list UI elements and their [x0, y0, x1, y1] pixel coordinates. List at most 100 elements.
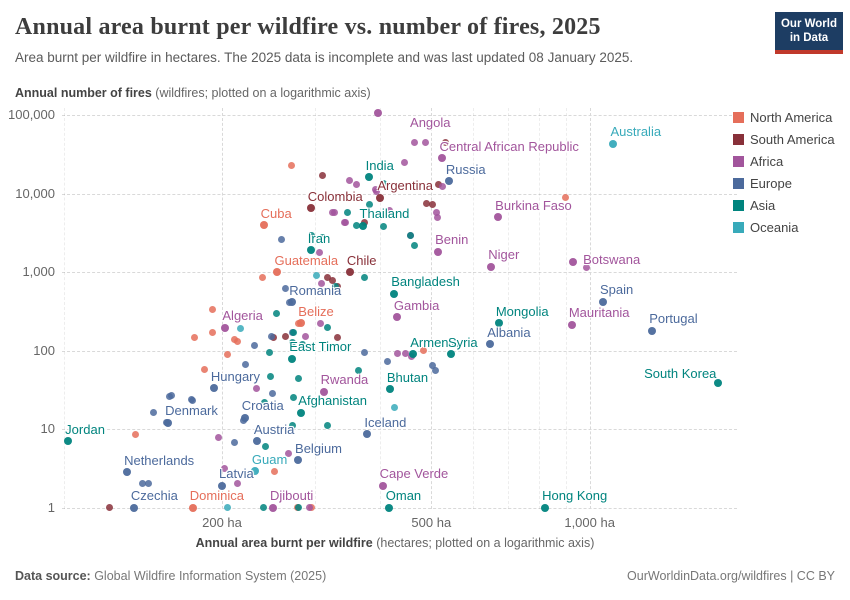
- point-algeria[interactable]: [221, 323, 230, 332]
- scatter-point[interactable]: [273, 309, 281, 317]
- scatter-point[interactable]: [393, 349, 401, 357]
- scatter-point[interactable]: [266, 373, 274, 381]
- scatter-point[interactable]: [132, 431, 140, 439]
- scatter-point[interactable]: [315, 249, 323, 257]
- scatter-point[interactable]: [360, 273, 368, 281]
- point-denmark[interactable]: [164, 418, 173, 427]
- scatter-point[interactable]: [345, 176, 353, 184]
- point-netherlands[interactable]: [123, 468, 132, 477]
- point-oman[interactable]: [384, 503, 393, 512]
- scatter-point[interactable]: [269, 390, 277, 398]
- scatter-point[interactable]: [299, 340, 307, 348]
- legend-item-oceania[interactable]: Oceania: [733, 220, 845, 235]
- scatter-point[interactable]: [284, 449, 292, 457]
- scatter-point[interactable]: [401, 349, 409, 357]
- scatter-point[interactable]: [305, 504, 313, 511]
- owid-logo[interactable]: Our World in Data: [775, 12, 843, 54]
- point-latvia[interactable]: [218, 481, 226, 490]
- scatter-point[interactable]: [365, 201, 373, 209]
- legend-item-africa[interactable]: Africa: [733, 154, 845, 169]
- scatter-point[interactable]: [341, 219, 349, 227]
- scatter-point[interactable]: [330, 208, 338, 216]
- scatter-point[interactable]: [287, 161, 295, 169]
- scatter-point[interactable]: [230, 438, 238, 446]
- owid-license-link[interactable]: OurWorldinData.org/wildfires | CC BY: [627, 569, 835, 583]
- scatter-point[interactable]: [411, 139, 419, 147]
- scatter-point[interactable]: [301, 333, 309, 341]
- point-colombia[interactable]: [306, 204, 315, 213]
- scatter-point[interactable]: [561, 193, 569, 201]
- scatter-point[interactable]: [233, 480, 241, 488]
- point-austria[interactable]: [252, 437, 261, 446]
- scatter-point[interactable]: [308, 232, 316, 240]
- scatter-point[interactable]: [190, 334, 198, 342]
- scatter-point[interactable]: [233, 337, 241, 345]
- scatter-point[interactable]: [294, 504, 302, 511]
- point-croatia[interactable]: [240, 413, 249, 422]
- scatter-point[interactable]: [423, 199, 431, 207]
- legend-item-north-america[interactable]: North America: [733, 110, 845, 125]
- scatter-point[interactable]: [317, 319, 325, 327]
- point-angola[interactable]: [374, 109, 383, 118]
- point-argentina[interactable]: [376, 193, 385, 202]
- scatter-point[interactable]: [267, 332, 275, 340]
- point-czechia[interactable]: [129, 503, 138, 512]
- scatter-point[interactable]: [288, 422, 296, 430]
- point-syria[interactable]: [447, 350, 455, 359]
- scatter-point[interactable]: [333, 334, 341, 342]
- scatter-point[interactable]: [262, 443, 270, 451]
- point-thailand[interactable]: [358, 221, 367, 230]
- point-iran[interactable]: [306, 246, 315, 255]
- scatter-point[interactable]: [209, 306, 217, 314]
- scatter-point[interactable]: [323, 422, 331, 430]
- point-mauritania[interactable]: [567, 320, 576, 329]
- scatter-point[interactable]: [319, 233, 327, 241]
- point-south-korea[interactable]: [714, 379, 723, 388]
- scatter-point[interactable]: [379, 179, 387, 187]
- scatter-point[interactable]: [411, 242, 419, 250]
- scatter-point[interactable]: [319, 171, 327, 179]
- scatter-point[interactable]: [224, 351, 232, 359]
- scatter-point[interactable]: [167, 391, 175, 399]
- scatter-point[interactable]: [441, 138, 449, 146]
- point-russia[interactable]: [444, 177, 453, 186]
- scatter-point[interactable]: [220, 465, 228, 473]
- scatter-point[interactable]: [429, 362, 437, 370]
- scatter-point[interactable]: [209, 329, 217, 337]
- point-afghanistan[interactable]: [297, 408, 306, 417]
- scatter-point[interactable]: [344, 209, 352, 217]
- scatter-point[interactable]: [261, 398, 269, 406]
- point-benin[interactable]: [434, 247, 443, 256]
- point-jordan[interactable]: [64, 437, 73, 446]
- scatter-point[interactable]: [379, 223, 387, 231]
- point-portugal[interactable]: [648, 326, 657, 335]
- scatter-point[interactable]: [583, 264, 591, 272]
- scatter-point[interactable]: [281, 284, 289, 292]
- scatter-point[interactable]: [242, 361, 250, 369]
- scatter-point[interactable]: [149, 409, 157, 417]
- scatter-point[interactable]: [313, 272, 321, 280]
- scatter-point[interactable]: [438, 182, 446, 190]
- scatter-point[interactable]: [383, 357, 391, 365]
- scatter-point[interactable]: [434, 181, 442, 189]
- point-hong-kong[interactable]: [541, 503, 550, 512]
- point-gambia[interactable]: [392, 313, 401, 322]
- point-india[interactable]: [364, 173, 373, 182]
- scatter-point[interactable]: [215, 434, 223, 442]
- point-central-african-republic[interactable]: [438, 154, 447, 163]
- point-hungary[interactable]: [209, 384, 218, 393]
- scatter-point[interactable]: [271, 467, 279, 475]
- point-east-timor[interactable]: [288, 354, 297, 363]
- scatter-point[interactable]: [406, 231, 414, 239]
- point-botswana[interactable]: [569, 258, 578, 267]
- point-spain[interactable]: [598, 297, 607, 306]
- point-armenia[interactable]: [409, 350, 418, 359]
- scatter-point[interactable]: [224, 504, 232, 511]
- scatter-point[interactable]: [432, 209, 440, 217]
- scatter-point[interactable]: [428, 200, 436, 208]
- point-belize[interactable]: [297, 319, 306, 327]
- scatter-point[interactable]: [189, 397, 197, 405]
- scatter-point[interactable]: [391, 403, 399, 411]
- point-romania[interactable]: [288, 298, 297, 307]
- scatter-point[interactable]: [317, 279, 325, 287]
